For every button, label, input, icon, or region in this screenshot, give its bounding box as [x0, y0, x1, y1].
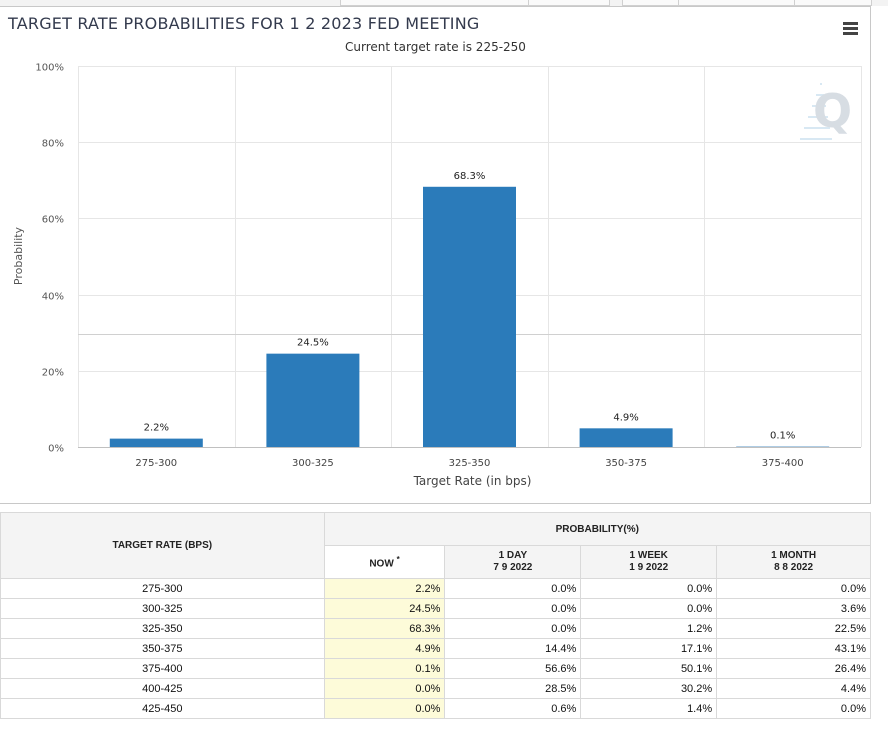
- tab-edge[interactable]: [794, 0, 872, 6]
- one-week-value: 17.1%: [580, 638, 718, 659]
- table-row: 275-300 2.2% 0.0% 0.0% 0.0%: [0, 578, 871, 599]
- rate-cell-value: 300-325: [0, 598, 325, 619]
- x-tick-label: 275-300: [135, 458, 177, 469]
- data-label: 0.1%: [770, 431, 795, 442]
- rate-cell-value: 400-425: [0, 678, 325, 699]
- probability-header: PROBABILITY(%): [323, 512, 872, 546]
- now-column-header[interactable]: NOW *: [323, 545, 446, 579]
- one-week-value: 0.0%: [580, 598, 718, 619]
- bar: [423, 186, 516, 448]
- x-tick-label: 325-350: [449, 458, 491, 469]
- bar: [579, 428, 673, 447]
- now-marker: *: [396, 554, 400, 564]
- rate-cell-value: 375-400: [0, 658, 325, 679]
- tab-edge[interactable]: [528, 0, 610, 6]
- x-tick-label: 375-400: [762, 458, 804, 469]
- one-month-value: 0.0%: [716, 698, 871, 719]
- one-week-value: 30.2%: [580, 678, 718, 699]
- rate-cell-value: 425-450: [0, 698, 325, 719]
- hamburger-menu-icon[interactable]: [841, 20, 861, 38]
- now-value: 0.0%: [323, 698, 446, 719]
- x-axis-title: Target Rate (in bps): [413, 474, 532, 488]
- one-week-date: 1 9 2022: [629, 562, 669, 573]
- one-month-column-header[interactable]: 1 MONTH 8 8 2022: [716, 545, 871, 579]
- one-month-label: 1 MONTH: [771, 550, 817, 561]
- now-value: 0.0%: [323, 678, 446, 699]
- target-rate-header: TARGET RATE (BPS): [0, 512, 325, 579]
- table-row: 325-350 68.3% 0.0% 1.2% 22.5%: [0, 618, 871, 639]
- one-day-value: 14.4%: [444, 638, 582, 659]
- y-axis-title: Probability: [12, 226, 25, 285]
- data-label: 68.3%: [454, 171, 486, 182]
- y-tick-label: 100%: [35, 63, 64, 74]
- y-tick-label: 60%: [42, 215, 64, 226]
- one-day-value: 0.0%: [444, 578, 582, 599]
- one-week-column-header[interactable]: 1 WEEK 1 9 2022: [580, 545, 718, 579]
- one-month-value: 4.4%: [716, 678, 871, 699]
- rate-cell-value: 325-350: [0, 618, 325, 639]
- one-week-value: 1.2%: [580, 618, 718, 639]
- now-value: 4.9%: [323, 638, 446, 659]
- x-tick-label: 350-375: [605, 458, 647, 469]
- chart-subtitle: Current target rate is 225-250: [345, 40, 526, 54]
- chart-canvas: 0% 20% 40% 60% 80% 100% Q 2.2% 275-300 24.5% 300-3…: [12, 63, 862, 488]
- one-month-value: 22.5%: [716, 618, 871, 639]
- data-label: 2.2%: [144, 423, 169, 434]
- table-row: 300-325 24.5% 0.0% 0.0% 3.6%: [0, 598, 871, 619]
- watermark-logo: [800, 83, 832, 140]
- one-week-value: 0.0%: [580, 578, 718, 599]
- y-tick-label: 0%: [48, 444, 64, 455]
- rate-cell-value: 350-375: [0, 638, 325, 659]
- one-week-value: 1.4%: [580, 698, 718, 719]
- one-week-value: 50.1%: [580, 658, 718, 679]
- x-tick-label: 300-325: [292, 458, 334, 469]
- watermark-letter: Q: [813, 84, 852, 138]
- now-value: 68.3%: [323, 618, 446, 639]
- one-month-value: 43.1%: [716, 638, 871, 659]
- table-row: 400-425 0.0% 28.5% 30.2% 4.4%: [0, 678, 871, 699]
- now-value: 24.5%: [323, 598, 446, 619]
- right-margin: [871, 512, 888, 732]
- one-month-date: 8 8 2022: [774, 562, 814, 573]
- bar: [109, 438, 203, 447]
- table-row: 350-375 4.9% 14.4% 17.1% 43.1%: [0, 638, 871, 659]
- one-day-label: 1 DAY: [498, 550, 528, 561]
- one-week-label: 1 WEEK: [629, 550, 668, 561]
- one-month-value: 26.4%: [716, 658, 871, 679]
- one-day-value: 56.6%: [444, 658, 582, 679]
- now-value: 2.2%: [323, 578, 446, 599]
- data-label: 4.9%: [613, 412, 638, 423]
- rate-cell-value: 275-300: [0, 578, 325, 599]
- table-row: 425-450 0.0% 0.6% 1.4% 0.0%: [0, 698, 871, 719]
- chart-title: TARGET RATE PROBABILITIES FOR 1 2 2023 F…: [8, 14, 480, 33]
- one-day-value: 28.5%: [444, 678, 582, 699]
- one-day-value: 0.0%: [444, 618, 582, 639]
- y-tick-label: 80%: [42, 139, 64, 150]
- one-month-value: 0.0%: [716, 578, 871, 599]
- now-value: 0.1%: [323, 658, 446, 679]
- data-label: 24.5%: [297, 338, 329, 349]
- one-month-value: 3.6%: [716, 598, 871, 619]
- top-tab-strip: [0, 0, 888, 6]
- probability-table-panel: TARGET RATE (BPS) PROBABILITY(%) NOW * 1…: [0, 512, 872, 732]
- one-day-value: 0.0%: [444, 598, 582, 619]
- probability-table: TARGET RATE (BPS) PROBABILITY(%) NOW * 1…: [0, 512, 872, 719]
- y-tick-label: 20%: [42, 368, 64, 379]
- one-day-date: 7 9 2022: [493, 562, 533, 573]
- chart-panel: 0% 20% 40% 60% 80% 100% Q 2.2% 275-300 24.5% 300-3…: [0, 6, 871, 504]
- table-row: 375-400 0.1% 56.6% 50.1% 26.4%: [0, 658, 871, 679]
- now-label: NOW: [369, 558, 394, 570]
- bar: [266, 353, 360, 447]
- one-day-value: 0.6%: [444, 698, 582, 719]
- one-day-column-header[interactable]: 1 DAY 7 9 2022: [444, 545, 582, 579]
- y-tick-label: 40%: [42, 292, 64, 303]
